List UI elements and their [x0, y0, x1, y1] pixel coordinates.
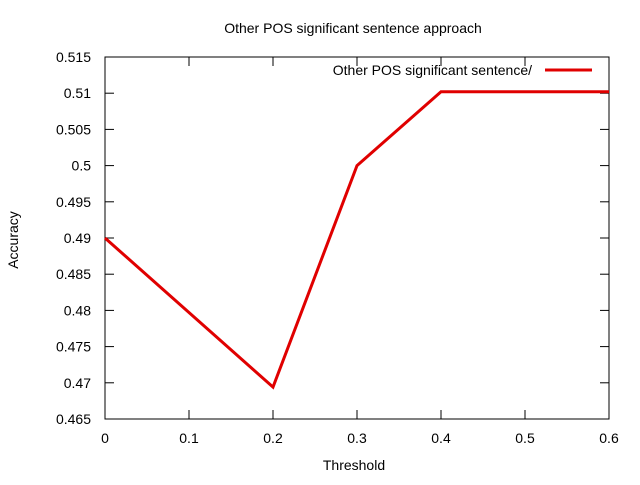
chart-title: Other POS significant sentence approach: [224, 20, 482, 36]
y-tick-label: 0.49: [64, 230, 91, 246]
y-tick-label: 0.51: [64, 85, 91, 101]
y-tick-label: 0.5: [72, 158, 92, 174]
series-line: [105, 92, 609, 387]
y-tick-label: 0.505: [56, 121, 91, 137]
y-tick-label: 0.515: [56, 49, 91, 65]
x-tick-label: 0.5: [515, 430, 535, 446]
y-tick-label: 0.47: [64, 375, 91, 391]
x-tick-label: 0: [101, 430, 109, 446]
y-axis-ticks: 0.465 0.47 0.475 0.48 0.485 0.49 0.495 0.5 0.505…: [56, 49, 609, 427]
legend: Other POS significant sentence/: [333, 62, 592, 78]
y-tick-label: 0.495: [56, 194, 91, 210]
x-tick-label: 0.4: [431, 430, 451, 446]
x-tick-label: 0.1: [179, 430, 199, 446]
series-layer: [105, 92, 609, 387]
x-tick-label: 0.3: [347, 430, 367, 446]
y-tick-label: 0.475: [56, 339, 91, 355]
y-tick-label: 0.465: [56, 411, 91, 427]
x-axis-ticks: 0 0.1 0.2 0.3 0.4 0.5 0.6: [101, 57, 619, 446]
plot-frame: [105, 57, 609, 419]
x-tick-label: 0.6: [599, 430, 619, 446]
x-axis-label: Threshold: [323, 457, 385, 473]
y-tick-label: 0.48: [64, 302, 91, 318]
x-tick-label: 0.2: [263, 430, 283, 446]
y-tick-label: 0.485: [56, 266, 91, 282]
legend-label: Other POS significant sentence/: [333, 62, 532, 78]
y-axis-label: Accuracy: [5, 211, 21, 269]
